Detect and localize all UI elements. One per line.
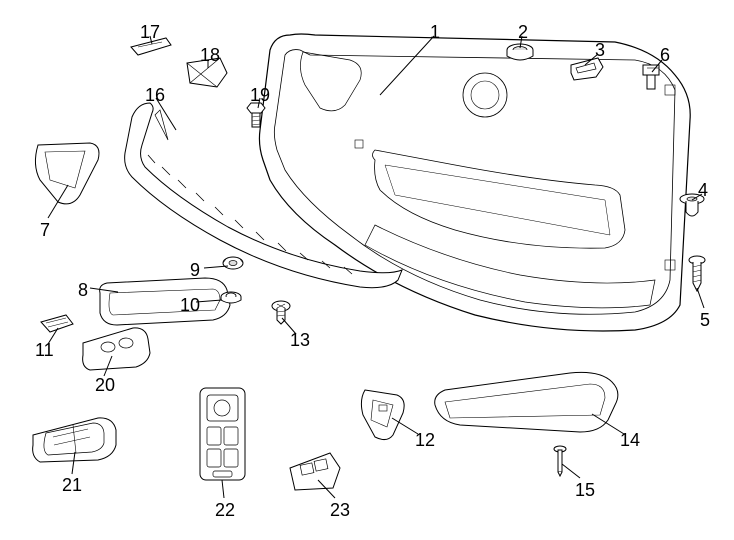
label-3: 3 [595,40,605,61]
label-7: 7 [40,220,50,241]
label-21: 21 [62,475,82,496]
label-22: 22 [215,500,235,521]
label-11: 11 [35,340,54,361]
label-15: 15 [575,480,595,501]
label-18: 18 [200,45,220,66]
label-13: 13 [290,330,310,351]
label-10: 10 [180,295,200,316]
door-handle [28,415,120,465]
pull-handle-cover [355,385,410,445]
end-cap [38,312,76,336]
seat-switch [285,450,345,494]
window-switch-panel [195,385,250,485]
label-9: 9 [190,260,200,281]
armrest-trim [95,275,235,330]
label-12: 12 [415,430,435,451]
label-23: 23 [330,500,350,521]
screw [688,255,706,293]
label-20: 20 [95,375,115,396]
washer-clip [222,255,244,271]
label-6: 6 [660,45,670,66]
label-14: 14 [620,430,640,451]
label-1: 1 [430,22,440,43]
label-19: 19 [250,85,270,106]
lower-trim-strip [430,370,625,440]
label-16: 16 [145,85,165,106]
pin-screw [552,445,568,477]
label-4: 4 [698,180,708,201]
grommet [505,42,535,66]
label-5: 5 [700,310,710,331]
bolt-washer [220,290,242,308]
label-17: 17 [140,22,160,43]
clip [638,62,664,92]
label-8: 8 [78,280,88,301]
switch-bezel [78,325,153,373]
screw-bolt [270,300,292,326]
label-2: 2 [518,22,528,43]
corner-trim [30,140,105,210]
